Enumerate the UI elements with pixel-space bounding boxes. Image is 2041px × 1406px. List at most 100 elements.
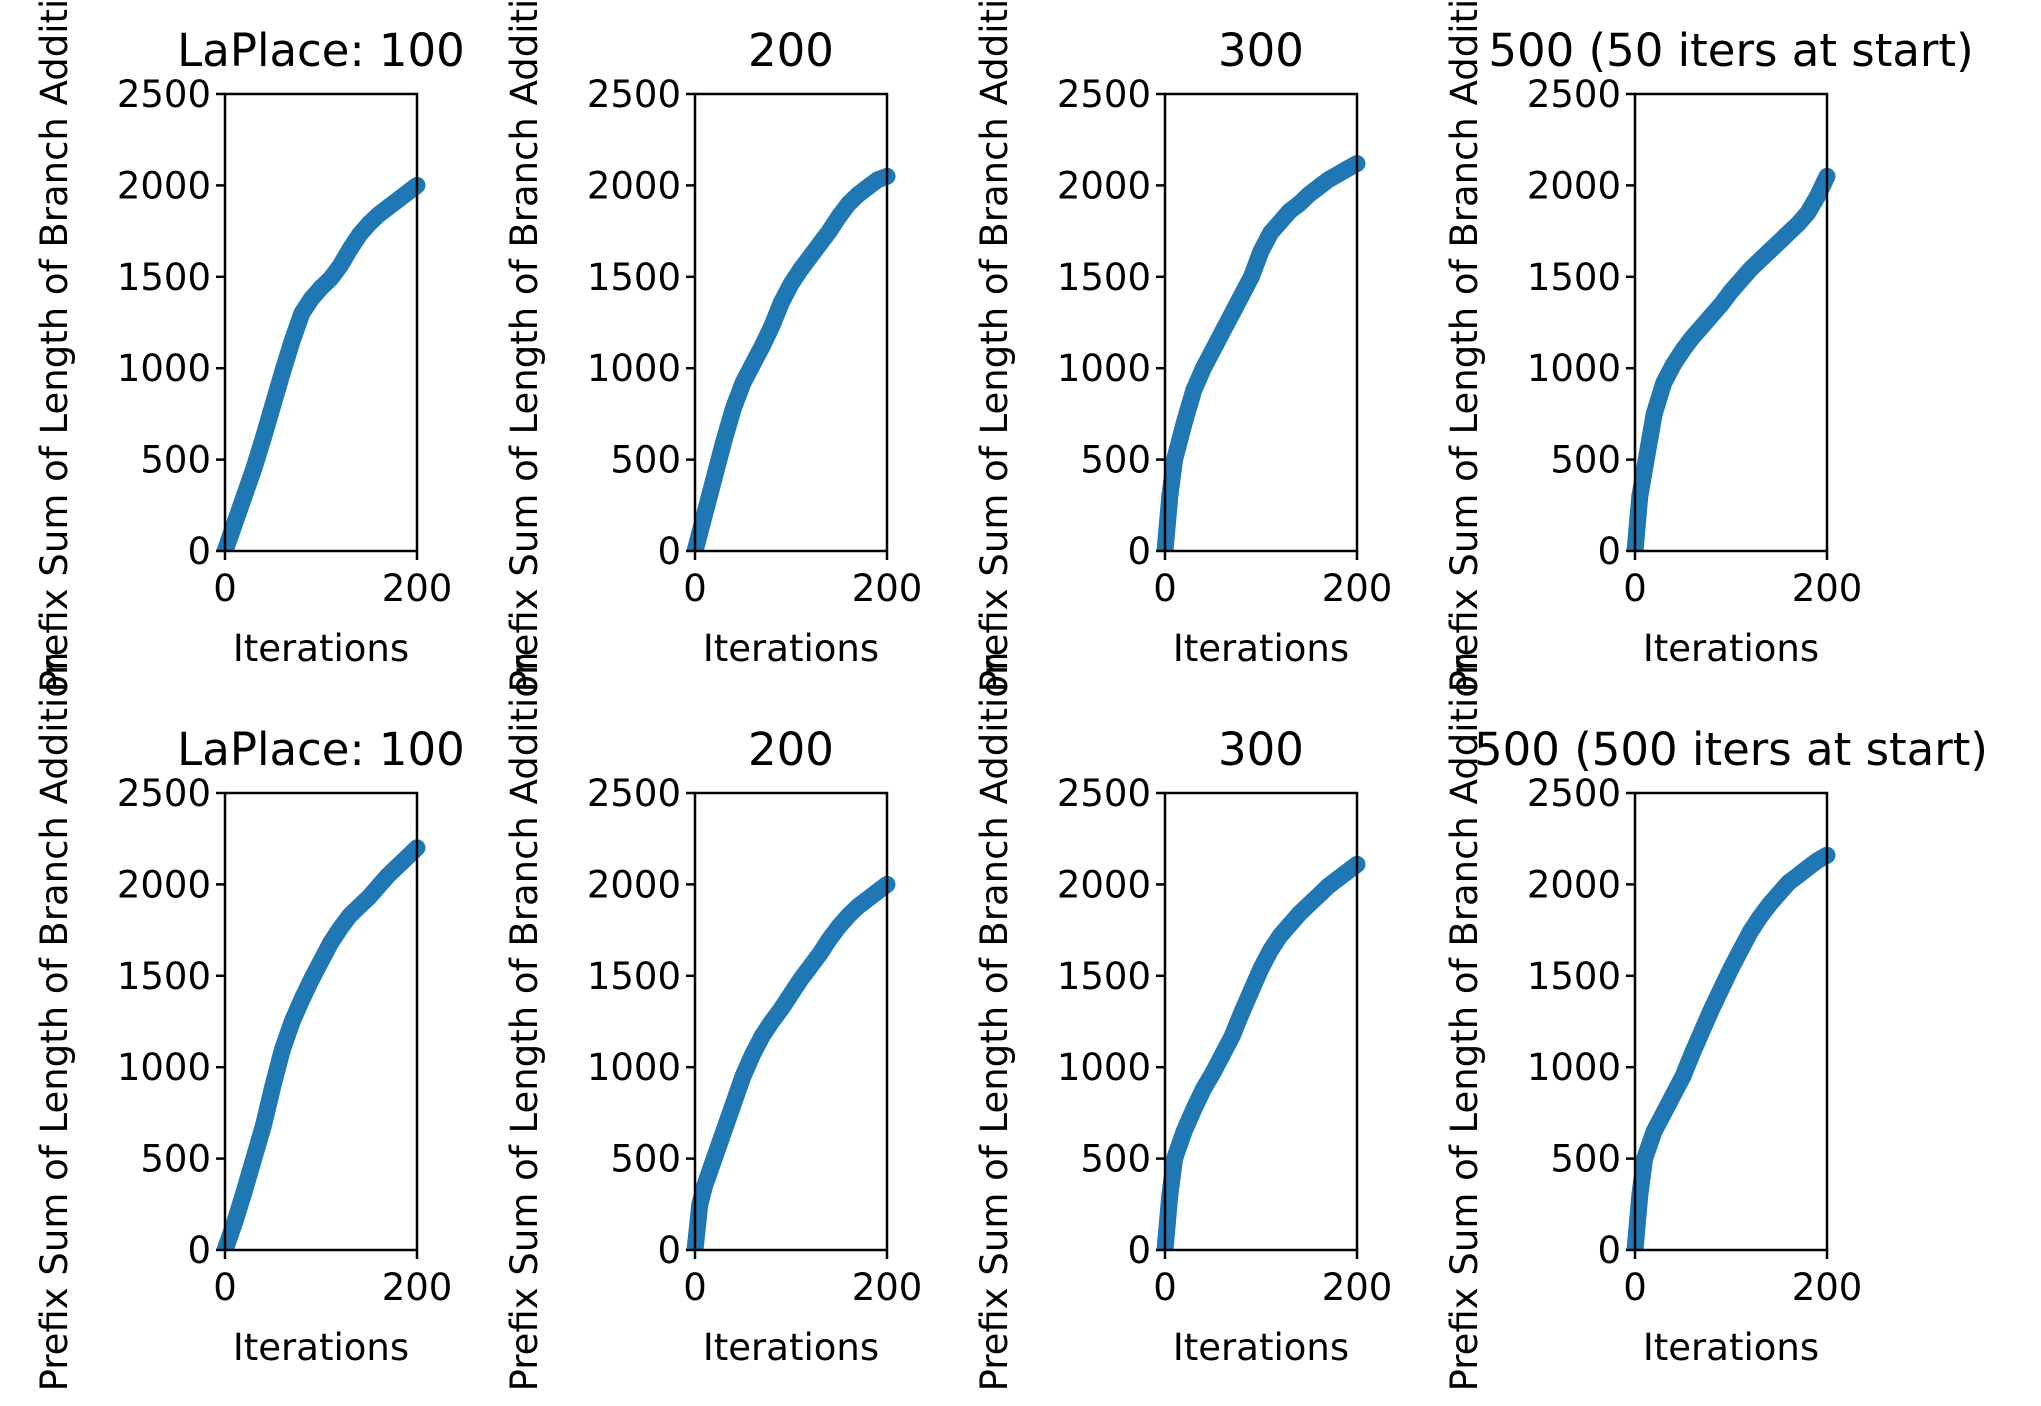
- subplot-2-4-ytick-label: 2000: [1527, 863, 1621, 906]
- subplot-2-3-ylabel: Prefix Sum of Length of Branch Addition: [973, 652, 1016, 1392]
- subplot-2-1: 0 500 1000 1500 2000 2500 0 200 LaPlace: 100 Iter…: [33, 652, 465, 1392]
- subplot-2-4-ytick-label: 500: [1550, 1138, 1621, 1181]
- subplot-1-2-axes-frame: [693, 92, 889, 553]
- subplot-2-2-axes-frame: [693, 791, 889, 1252]
- subplot-1-4-ytick-label: 500: [1550, 439, 1621, 482]
- subplot-1-2-ytick-label: 2000: [587, 164, 681, 207]
- subplot-1-1-ytick-label: 1000: [117, 347, 211, 390]
- subplot-2-4-xtick-label: 200: [1792, 1266, 1863, 1309]
- subplot-1-2-series-line: [686, 167, 896, 551]
- subplot-2-4-ylabel: Prefix Sum of Length of Branch Addition: [1443, 652, 1486, 1392]
- subplot-2-3-axes-frame: [1163, 791, 1359, 1252]
- subplot-2-1-xtick-label: 0: [213, 1266, 237, 1309]
- subplot-1-3-ytick-label: 2500: [1057, 73, 1151, 116]
- subplot-1-4-ytick-label: 2000: [1527, 164, 1621, 207]
- subplot-1-2-ytick-label: 1000: [587, 347, 681, 390]
- subplot-1-4-xlabel: Iterations: [1643, 627, 1819, 670]
- subplot-2-1-title: LaPlace: 100: [177, 723, 465, 776]
- subplot-2-1-ytick-label: 2000: [117, 863, 211, 906]
- subplot-1-3-ytick-label: 0: [1127, 530, 1151, 573]
- subplot-2-3-title: 300: [1218, 723, 1304, 776]
- subplot-1-3-ytick-label: 1500: [1057, 256, 1151, 299]
- subplot-2-4-ytick-label: 2500: [1527, 772, 1621, 815]
- subplot-1-2-xtick-label: 0: [683, 567, 707, 610]
- subplot-2-2-series-line: [686, 875, 896, 1250]
- subplot-2-1-ytick-label: 1500: [117, 955, 211, 998]
- subplot-2-2-ytick-label: 2000: [587, 863, 681, 906]
- subplot-1-3-series-line: [1156, 155, 1366, 551]
- subplot-1-1-ytick-label: 2500: [117, 73, 211, 116]
- subplot-1-2-ytick-label: 1500: [587, 256, 681, 299]
- subplot-2-3-ytick-label: 2000: [1057, 863, 1151, 906]
- subplot-2-1-xtick-label: 200: [382, 1266, 453, 1309]
- subplot-1-2-ytick-label: 2500: [587, 73, 681, 116]
- subplot-2-3-ytick-label: 500: [1080, 1138, 1151, 1181]
- subplot-2-3: 0 500 1000 1500 2000 2500 0 200 300 Iterations Pre…: [973, 652, 1392, 1392]
- subplot-1-4-title: 500 (50 iters at start): [1488, 24, 1973, 77]
- subplot-1-4-xtick-label: 200: [1792, 567, 1863, 610]
- subplot-1-3-axes-frame: [1163, 92, 1359, 553]
- subplot-2-1-ytick-label: 0: [187, 1229, 211, 1272]
- subplot-2-2-xtick-label: 0: [683, 1266, 707, 1309]
- subplot-1-2: 0 500 1000 1500 2000 2500 0 200 200 Iterations Pre…: [503, 0, 922, 692]
- subplot-2-2-ylabel: Prefix Sum of Length of Branch Addition: [503, 652, 546, 1392]
- subplot-2-4-axes-frame: [1633, 791, 1829, 1252]
- subplot-2-2-ytick-label: 1000: [587, 1046, 681, 1089]
- subplot-2-4-ytick-label: 1500: [1527, 955, 1621, 998]
- subplot-1-1-ytick-label: 2000: [117, 164, 211, 207]
- subplot-1-3-ytick-label: 1000: [1057, 347, 1151, 390]
- subplot-1-4-ytick-label: 2500: [1527, 73, 1621, 116]
- subplot-1-3-xtick-label: 200: [1322, 567, 1393, 610]
- subplot-1-1-xlabel: Iterations: [233, 627, 409, 670]
- subplot-2-1-ytick-label: 1000: [117, 1046, 211, 1089]
- subplot-2-3-xtick-label: 200: [1322, 1266, 1393, 1309]
- subplot-2-2-xlabel: Iterations: [703, 1326, 879, 1369]
- subplot-2-4-ytick-label: 1000: [1527, 1046, 1621, 1089]
- subplot-1-1-series-line: [216, 176, 426, 551]
- subplot-1-4-axes-frame: [1633, 92, 1829, 553]
- subplot-2-1-series-line: [216, 839, 426, 1250]
- subplot-1-3-xtick-label: 0: [1153, 567, 1177, 610]
- subplot-2-2-xtick-label: 200: [852, 1266, 923, 1309]
- subplot-2-2-ytick-label: 2500: [587, 772, 681, 815]
- subplot-1-3: 0 500 1000 1500 2000 2500 0 200 300 Iterations Pre…: [973, 0, 1392, 692]
- subplot-2-4-xtick-label: 0: [1623, 1266, 1647, 1309]
- subplot-1-2-title: 200: [748, 24, 834, 77]
- subplot-1-1-ytick-label: 500: [140, 439, 211, 482]
- subplot-1-3-xlabel: Iterations: [1173, 627, 1349, 670]
- subplot-1-4-ytick-label: 1000: [1527, 347, 1621, 390]
- subplot-1-3-ylabel: Prefix Sum of Length of Branch Addition: [973, 0, 1016, 692]
- subplot-2-3-ytick-label: 1500: [1057, 955, 1151, 998]
- subplot-2-4-title: 500 (500 iters at start): [1474, 723, 1988, 776]
- subplot-1-1-ytick-label: 1500: [117, 256, 211, 299]
- subplot-2-4-series-line: [1626, 846, 1836, 1250]
- subplot-2-3-ytick-label: 2500: [1057, 772, 1151, 815]
- subplot-2-1-ytick-label: 2500: [117, 772, 211, 815]
- subplot-1-1-ylabel: Prefix Sum of Length of Branch Addition: [33, 0, 76, 692]
- subplot-2-2-ytick-label: 1500: [587, 955, 681, 998]
- subplot-2-3-ytick-label: 1000: [1057, 1046, 1151, 1089]
- subplot-2-3-series-line: [1156, 855, 1366, 1250]
- subplot-1-1-axes-frame: [223, 92, 419, 553]
- subplot-2-4-ytick-label: 0: [1597, 1229, 1621, 1272]
- subplot-1-1-xtick-label: 0: [213, 567, 237, 610]
- subplot-1-4-xtick-label: 0: [1623, 567, 1647, 610]
- subplot-1-1-ytick-label: 0: [187, 530, 211, 573]
- subplot-1-4-ylabel: Prefix Sum of Length of Branch Addition: [1443, 0, 1486, 692]
- subplot-1-3-title: 300: [1218, 24, 1304, 77]
- subplot-1-4-ytick-label: 1500: [1527, 256, 1621, 299]
- subplot-2-3-ytick-label: 0: [1127, 1229, 1151, 1272]
- subplot-1-1-title: LaPlace: 100: [177, 24, 465, 77]
- subplot-2-3-xlabel: Iterations: [1173, 1326, 1349, 1369]
- subplot-1-2-ytick-label: 0: [657, 530, 681, 573]
- subplot-1-4-series-line: [1626, 167, 1836, 551]
- subplot-1-2-xlabel: Iterations: [703, 627, 879, 670]
- subplot-1-1: 0 500 1000 1500 2000 2500 0 200 LaPlace: 100 Iter…: [33, 0, 465, 692]
- subplot-2-1-ytick-label: 500: [140, 1138, 211, 1181]
- subplot-1-2-xtick-label: 200: [852, 567, 923, 610]
- subplot-2-2-ytick-label: 0: [657, 1229, 681, 1272]
- subplot-2-1-ylabel: Prefix Sum of Length of Branch Addition: [33, 652, 76, 1392]
- subplot-2-1-xlabel: Iterations: [233, 1326, 409, 1369]
- subplot-1-1-xtick-label: 200: [382, 567, 453, 610]
